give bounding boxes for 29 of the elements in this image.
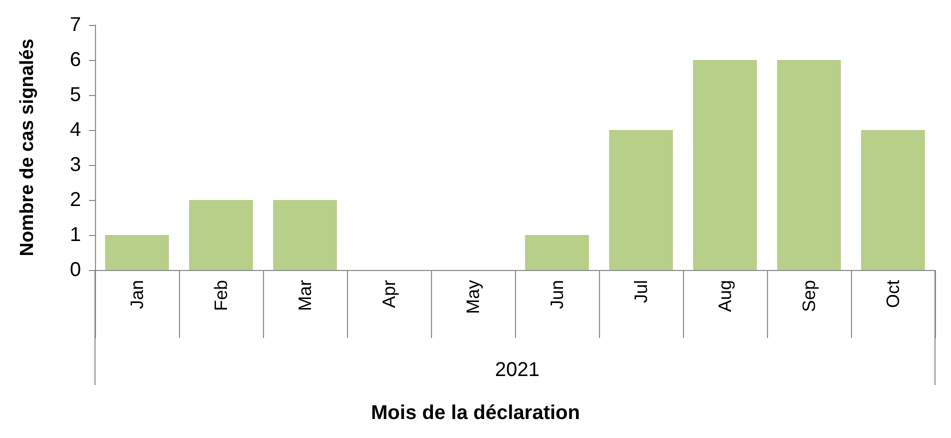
bar [273, 200, 337, 270]
bar [189, 200, 253, 270]
x-tick-label: Sep [799, 280, 819, 312]
bar [693, 60, 757, 270]
x-axis-title: Mois de la déclaration [371, 402, 580, 424]
y-tick-label: 3 [70, 154, 81, 176]
y-tick-label: 0 [70, 259, 81, 281]
bar [105, 235, 169, 270]
x-tick-label: May [463, 280, 483, 314]
text: 2021 [495, 359, 540, 381]
x-tick-label: Jun [547, 280, 567, 310]
y-tick-label: 1 [70, 224, 81, 246]
bar [525, 235, 589, 270]
bar [609, 130, 673, 270]
y-axis-title: Nombre de cas signalés [17, 38, 38, 256]
y-tick-label: 6 [70, 49, 81, 71]
x-tick-label: Mar [295, 280, 315, 311]
x-tick-label: Jul [631, 280, 651, 304]
x-tick-label: Apr [379, 280, 399, 308]
x-tick-label: Aug [715, 280, 735, 312]
x-tick-label: Jan [127, 280, 147, 310]
bar [777, 60, 841, 270]
x-tick-label: Oct [883, 280, 903, 308]
y-tick-label: 4 [70, 119, 81, 141]
y-tick-label: 5 [70, 84, 81, 106]
x-tick-label: Feb [211, 280, 231, 312]
y-tick-label: 2 [70, 189, 81, 211]
bar [861, 130, 925, 270]
y-tick-label: 7 [70, 14, 81, 36]
